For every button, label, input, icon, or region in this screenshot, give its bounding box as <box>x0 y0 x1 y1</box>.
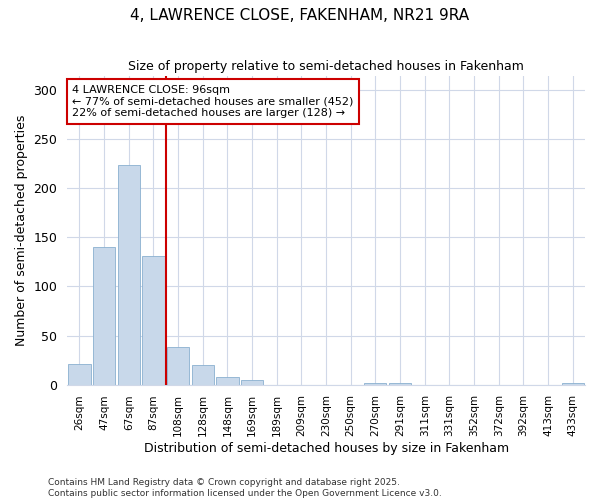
Text: 4 LAWRENCE CLOSE: 96sqm
← 77% of semi-detached houses are smaller (452)
22% of s: 4 LAWRENCE CLOSE: 96sqm ← 77% of semi-de… <box>73 85 354 118</box>
Bar <box>93 247 115 384</box>
Y-axis label: Number of semi-detached properties: Number of semi-detached properties <box>15 114 28 346</box>
Bar <box>118 165 140 384</box>
Title: Size of property relative to semi-detached houses in Fakenham: Size of property relative to semi-detach… <box>128 60 524 73</box>
Bar <box>167 348 189 385</box>
Text: 4, LAWRENCE CLOSE, FAKENHAM, NR21 9RA: 4, LAWRENCE CLOSE, FAKENHAM, NR21 9RA <box>130 8 470 22</box>
Bar <box>191 365 214 384</box>
Text: Contains HM Land Registry data © Crown copyright and database right 2025.
Contai: Contains HM Land Registry data © Crown c… <box>48 478 442 498</box>
Bar <box>217 376 239 384</box>
Bar <box>241 380 263 384</box>
Bar <box>562 382 584 384</box>
Bar <box>364 382 386 384</box>
X-axis label: Distribution of semi-detached houses by size in Fakenham: Distribution of semi-detached houses by … <box>143 442 509 455</box>
Bar <box>142 256 164 384</box>
Bar <box>68 364 91 384</box>
Bar <box>389 382 411 384</box>
